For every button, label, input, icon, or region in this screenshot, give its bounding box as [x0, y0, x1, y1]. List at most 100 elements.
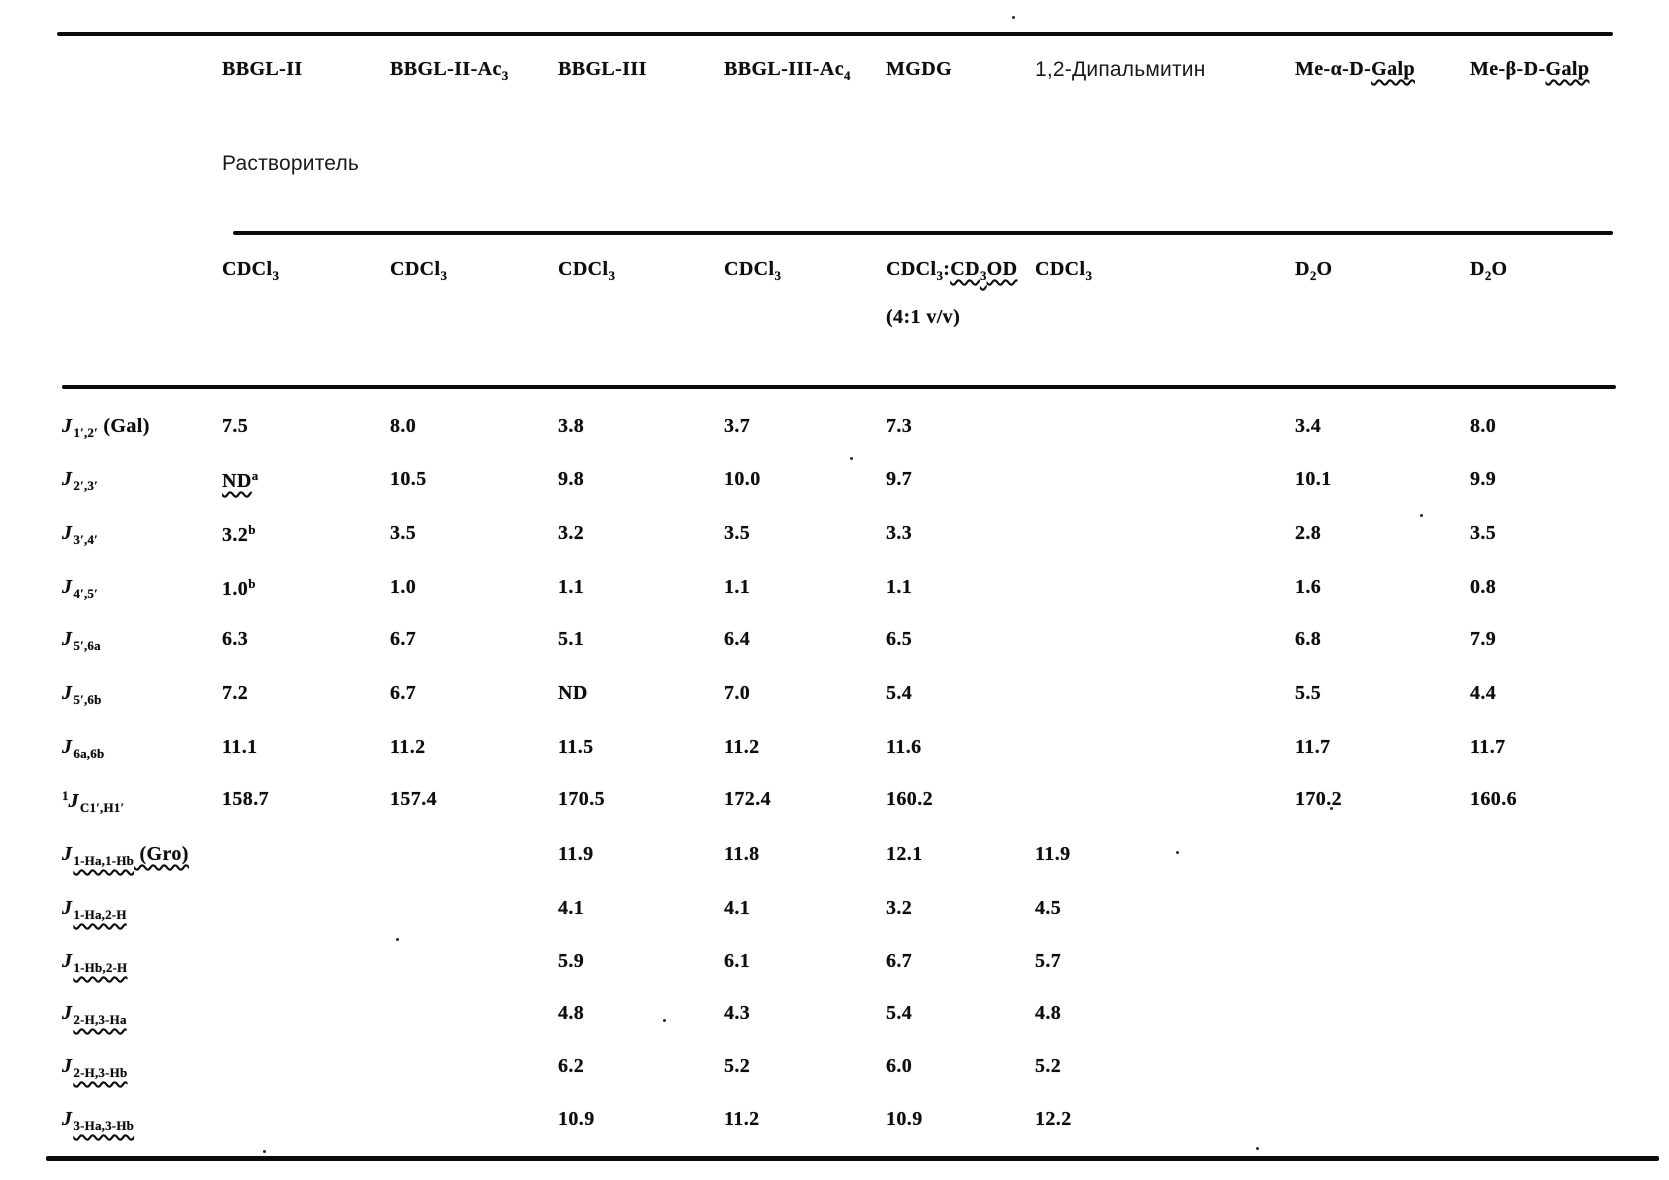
table-cell: 6.1: [724, 950, 751, 972]
scan-speckle: [850, 457, 853, 460]
row-label: J2-H,3-Ha: [62, 1002, 127, 1027]
table-cell: 11.2: [724, 736, 760, 758]
table-cell: 8.0: [1470, 415, 1497, 437]
table-cell: 3.8: [558, 415, 585, 437]
scan-speckle: [1330, 807, 1333, 810]
table-cell: 5.9: [558, 950, 585, 972]
row-label: J2-H,3-Hb: [62, 1055, 128, 1080]
table-cell: 3.7: [724, 415, 751, 437]
table-cell: 3.2b: [222, 522, 256, 546]
scan-speckle: [1256, 1147, 1259, 1150]
table-cell: 4.3: [724, 1002, 751, 1024]
column-header: BBGL-III-Ac4: [724, 58, 851, 83]
table-cell: 157.4: [390, 788, 437, 810]
row-label: J3′,4′: [62, 522, 98, 547]
scan-speckle: [1420, 514, 1423, 517]
table-cell: 7.3: [886, 415, 913, 437]
table-cell: NDa: [222, 468, 259, 492]
table-cell: 6.7: [390, 628, 417, 650]
table-cell: 6.5: [886, 628, 913, 650]
table-cell: 7.5: [222, 415, 249, 437]
table-cell: 4.5: [1035, 897, 1062, 919]
table-cell: 2.8: [1295, 522, 1322, 544]
table-cell: 4.1: [558, 897, 585, 919]
table-cell: 10.1: [1295, 468, 1332, 490]
table-cell: 5.2: [1035, 1055, 1062, 1077]
table-cell: 6.8: [1295, 628, 1322, 650]
column-header: Me-α-D-Galp: [1295, 58, 1415, 80]
solvent-cell: D2O: [1470, 258, 1508, 283]
table-cell: 10.9: [558, 1108, 595, 1130]
row-label: J2′,3′: [62, 468, 98, 493]
scan-speckle: [1176, 851, 1179, 854]
solvent-cell: (4:1 v/v): [886, 306, 961, 328]
column-header: BBGL-II: [222, 58, 303, 80]
table-cell: 10.5: [390, 468, 427, 490]
table-cell: 170.5: [558, 788, 605, 810]
table-cell: 11.2: [390, 736, 426, 758]
column-header: Me-β-D-Galp: [1470, 58, 1590, 80]
table-cell: 4.4: [1470, 682, 1497, 704]
table-cell: 11.5: [558, 736, 594, 758]
table-cell: 1.0: [390, 576, 417, 598]
table-cell: 12.2: [1035, 1108, 1072, 1130]
table-cell: 10.9: [886, 1108, 923, 1130]
column-header: BBGL-III: [558, 58, 647, 80]
table-cell: 3.5: [1470, 522, 1497, 544]
table-cell: 6.7: [886, 950, 913, 972]
table-cell: 0.8: [1470, 576, 1497, 598]
solvent-cell: CDCl3: [390, 258, 448, 283]
solvent-cell: CDCl3: [558, 258, 616, 283]
table-cell: 6.7: [390, 682, 417, 704]
scan-speckle: [1012, 16, 1015, 19]
table-cell: 1.1: [724, 576, 751, 598]
table-cell: 4.8: [1035, 1002, 1062, 1024]
solvent-cell: CDCl3: [724, 258, 782, 283]
solvent-row-label: Растворитель: [222, 152, 360, 175]
table-top-rule: [57, 32, 1613, 36]
table-cell: 1.6: [1295, 576, 1322, 598]
column-header: MGDG: [886, 58, 953, 80]
table-cell: 6.2: [558, 1055, 585, 1077]
table-cell: 3.5: [390, 522, 417, 544]
row-label: J1-Hb,2-H: [62, 950, 128, 975]
table-cell: 11.1: [222, 736, 258, 758]
table-cell: 3.4: [1295, 415, 1322, 437]
table-cell: 10.0: [724, 468, 761, 490]
solvent-cell: CDCl3: [222, 258, 280, 283]
table-cell: 6.3: [222, 628, 249, 650]
table-cell: 158.7: [222, 788, 269, 810]
table-cell: 9.7: [886, 468, 913, 490]
table-body-rule: [62, 385, 1616, 389]
table-cell: 160.2: [886, 788, 933, 810]
row-label: J5′,6b: [62, 682, 102, 707]
table-cell: 11.9: [1035, 843, 1071, 865]
table-cell: 5.4: [886, 682, 913, 704]
table-cell: 11.2: [724, 1108, 760, 1130]
table-cell: 3.5: [724, 522, 751, 544]
table-cell: 172.4: [724, 788, 771, 810]
table-cell: 11.8: [724, 843, 760, 865]
table-cell: ND: [558, 682, 588, 704]
table-cell: 7.0: [724, 682, 751, 704]
scan-speckle: [663, 1019, 666, 1022]
table-cell: 7.2: [222, 682, 249, 704]
row-label: J3-Ha,3-Hb: [62, 1108, 135, 1133]
table-cell: 5.4: [886, 1002, 913, 1024]
table-cell: 3.3: [886, 522, 913, 544]
table-cell: 11.9: [558, 843, 594, 865]
table-cell: 4.1: [724, 897, 751, 919]
table-cell: 5.2: [724, 1055, 751, 1077]
solvent-cell: D2O: [1295, 258, 1333, 283]
scan-speckle: [396, 938, 399, 941]
table-cell: 11.7: [1295, 736, 1331, 758]
row-label: J5′,6a: [62, 628, 101, 653]
table-cell: 8.0: [390, 415, 417, 437]
table-cell: 9.9: [1470, 468, 1497, 490]
row-label: 1JC1′,H1′: [62, 788, 125, 815]
table-cell: 3.2: [558, 522, 585, 544]
row-label: J4′,5′: [62, 576, 98, 601]
table-cell: 6.4: [724, 628, 751, 650]
table-cell: 5.5: [1295, 682, 1322, 704]
table-bottom-rule: [46, 1156, 1659, 1161]
